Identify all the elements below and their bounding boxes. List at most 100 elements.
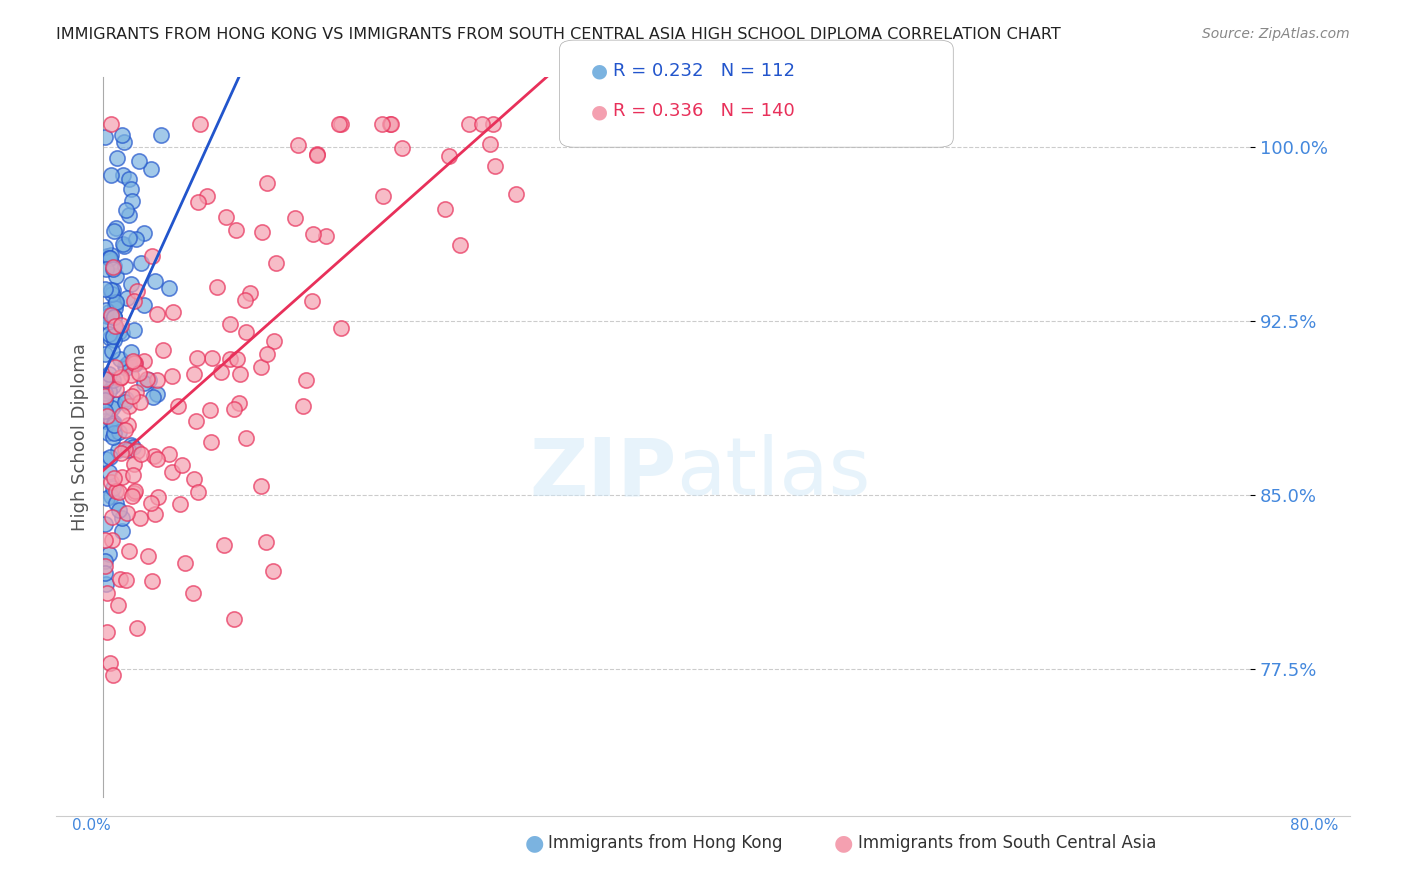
Point bbox=[112, 239, 135, 253]
Point bbox=[222, 402, 245, 417]
Point bbox=[105, 484, 128, 499]
Point bbox=[122, 356, 145, 370]
Point bbox=[108, 572, 131, 586]
Point bbox=[114, 203, 136, 218]
Point bbox=[129, 255, 152, 269]
Point bbox=[225, 223, 247, 237]
Point bbox=[256, 177, 278, 191]
Point bbox=[111, 470, 134, 484]
Point bbox=[117, 443, 139, 458]
Point bbox=[103, 224, 125, 238]
Point bbox=[134, 226, 156, 240]
Point bbox=[121, 194, 143, 208]
Point bbox=[107, 598, 129, 612]
Point bbox=[371, 117, 394, 131]
Point bbox=[105, 294, 128, 309]
Point bbox=[111, 128, 134, 143]
Point bbox=[143, 449, 166, 463]
Point bbox=[302, 227, 325, 242]
Point bbox=[93, 393, 115, 408]
Point bbox=[295, 373, 318, 387]
Point bbox=[139, 496, 162, 510]
Point bbox=[183, 472, 205, 486]
Point bbox=[481, 117, 503, 131]
Point bbox=[122, 293, 145, 308]
Point bbox=[93, 533, 115, 547]
Point bbox=[143, 274, 166, 288]
Point bbox=[118, 231, 141, 245]
Point bbox=[94, 577, 117, 591]
Point bbox=[101, 260, 124, 274]
Point bbox=[121, 490, 143, 504]
Point bbox=[93, 558, 115, 573]
Point bbox=[291, 400, 314, 414]
Point bbox=[98, 251, 121, 265]
Point bbox=[112, 136, 135, 150]
Point bbox=[104, 496, 127, 510]
Point bbox=[124, 232, 146, 246]
Point bbox=[100, 310, 122, 324]
Point bbox=[437, 149, 460, 163]
Point bbox=[134, 298, 156, 312]
Point bbox=[98, 450, 121, 464]
Point bbox=[101, 668, 124, 682]
Point bbox=[93, 240, 115, 254]
Point bbox=[120, 277, 142, 292]
Point bbox=[120, 368, 142, 383]
Point bbox=[97, 315, 120, 329]
Point bbox=[125, 284, 148, 298]
Point bbox=[479, 136, 502, 151]
Point bbox=[114, 423, 136, 437]
Point bbox=[328, 117, 350, 131]
Point bbox=[103, 310, 125, 325]
Point bbox=[129, 395, 152, 409]
Point bbox=[173, 556, 195, 570]
Point bbox=[100, 308, 122, 322]
Point bbox=[93, 347, 115, 361]
Point bbox=[107, 425, 129, 440]
Point bbox=[433, 202, 456, 216]
Point bbox=[138, 373, 160, 387]
Point bbox=[226, 352, 249, 367]
Point bbox=[146, 491, 169, 505]
Point bbox=[96, 409, 118, 423]
Point bbox=[117, 506, 139, 520]
Point bbox=[574, 117, 596, 131]
Text: atlas: atlas bbox=[676, 434, 870, 512]
Point bbox=[101, 401, 124, 415]
Point bbox=[108, 503, 131, 517]
Point bbox=[235, 431, 257, 445]
Point bbox=[287, 137, 309, 152]
Point bbox=[254, 534, 277, 549]
Point bbox=[172, 458, 194, 472]
Point bbox=[145, 451, 167, 466]
Point bbox=[104, 319, 127, 334]
Point bbox=[209, 365, 232, 379]
Point bbox=[118, 209, 141, 223]
Text: 0.0%: 0.0% bbox=[72, 818, 111, 832]
Point bbox=[121, 389, 143, 403]
Point bbox=[115, 360, 138, 375]
Text: 80.0%: 80.0% bbox=[1291, 818, 1339, 832]
Point bbox=[329, 320, 352, 334]
Point bbox=[219, 351, 242, 366]
Point bbox=[373, 189, 395, 203]
Point bbox=[108, 484, 131, 499]
Point bbox=[186, 414, 208, 428]
Point bbox=[111, 237, 134, 252]
Point bbox=[103, 259, 125, 273]
Point bbox=[142, 390, 165, 404]
Point bbox=[200, 434, 222, 449]
Point bbox=[157, 281, 180, 295]
Point bbox=[104, 359, 127, 374]
Point bbox=[121, 440, 143, 454]
Point bbox=[449, 237, 471, 252]
Point bbox=[249, 360, 271, 375]
Point bbox=[264, 256, 287, 270]
Point bbox=[94, 452, 117, 467]
Point bbox=[104, 268, 127, 283]
Point bbox=[110, 352, 132, 367]
Point bbox=[141, 248, 163, 262]
Point bbox=[93, 130, 115, 145]
Point bbox=[263, 334, 285, 348]
